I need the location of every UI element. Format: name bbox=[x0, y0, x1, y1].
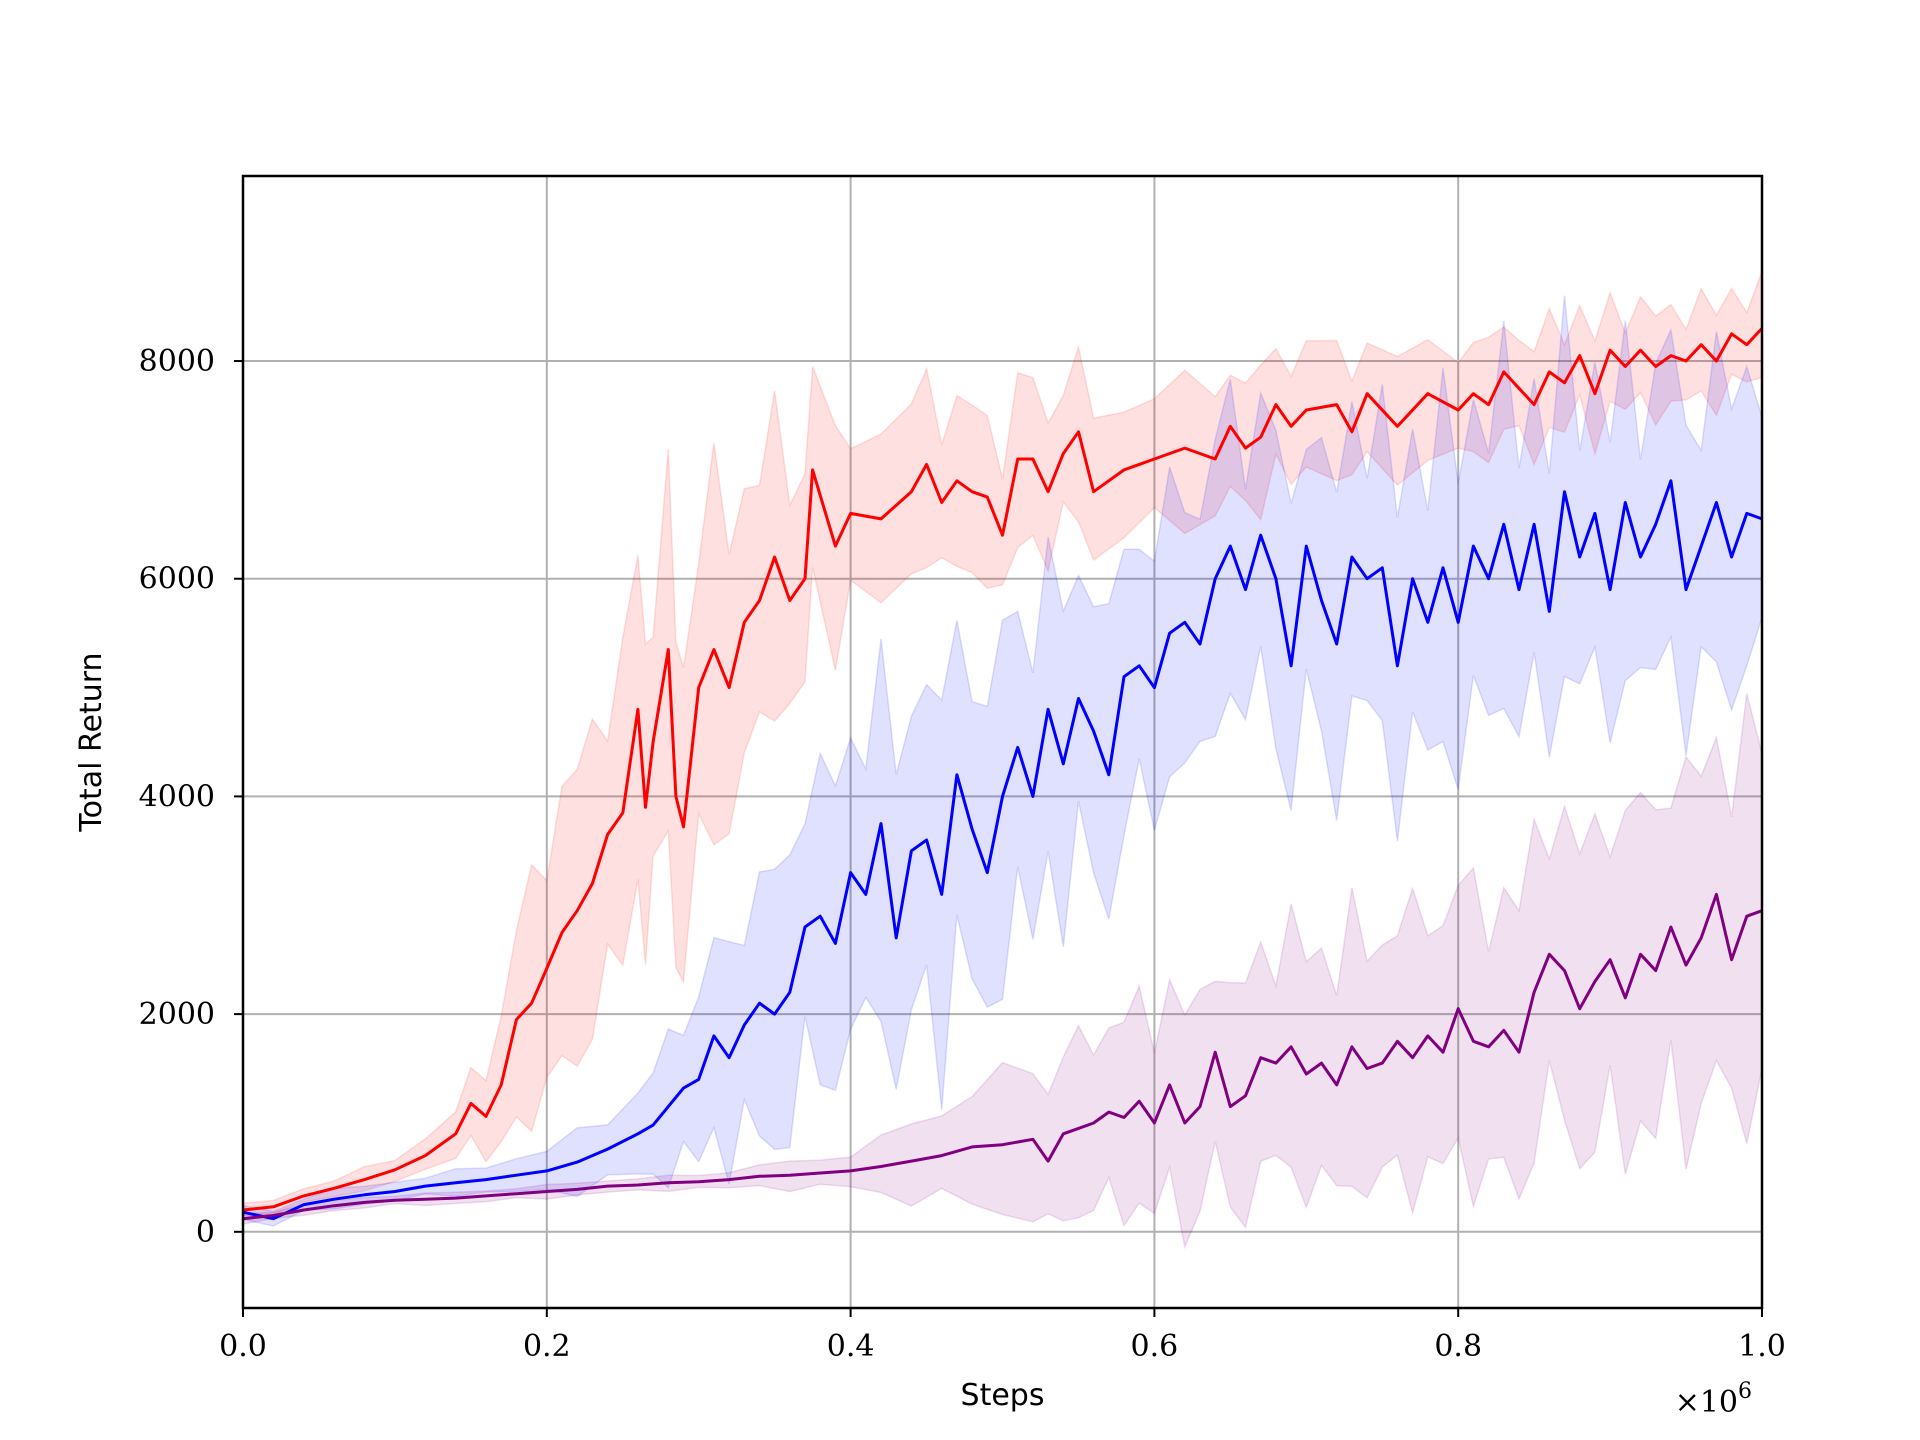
plot-frame bbox=[241, 174, 1764, 1310]
x-tick-label: 0.0 bbox=[219, 1329, 267, 1364]
x-multiplier-base: ×10 bbox=[1675, 1385, 1738, 1420]
y-tick-label: 2000 bbox=[139, 997, 215, 1032]
x-multiplier-exponent: 6 bbox=[1738, 1379, 1752, 1404]
series-lines bbox=[242, 327, 1764, 1221]
x-tick-label: 0.2 bbox=[523, 1329, 571, 1364]
grid-lines bbox=[242, 176, 1763, 1308]
y-tick-label: 4000 bbox=[139, 779, 215, 814]
y-tick-label: 0 bbox=[196, 1215, 215, 1250]
y-axis-title: Total Return bbox=[74, 652, 109, 832]
series-line bbox=[242, 479, 1763, 1221]
y-tick-label: 6000 bbox=[139, 562, 215, 597]
x-tick-label: 0.8 bbox=[1434, 1329, 1482, 1364]
x-tick-label: 0.4 bbox=[827, 1329, 875, 1364]
series-line bbox=[242, 892, 1763, 1221]
axis-ticks: 0.0 0.2 0.4 0.6 0.8 1.0 0 2000 4000 6000 8000 bbox=[139, 344, 1786, 1364]
series-line bbox=[242, 327, 1764, 1212]
x-tick-label: 0.6 bbox=[1131, 1329, 1179, 1364]
y-tick-label: 8000 bbox=[139, 344, 215, 379]
x-axis-title: Steps bbox=[961, 1378, 1045, 1413]
x-tick-label: 1.0 bbox=[1738, 1329, 1786, 1364]
x-axis-multiplier: ×106 bbox=[1675, 1379, 1752, 1420]
